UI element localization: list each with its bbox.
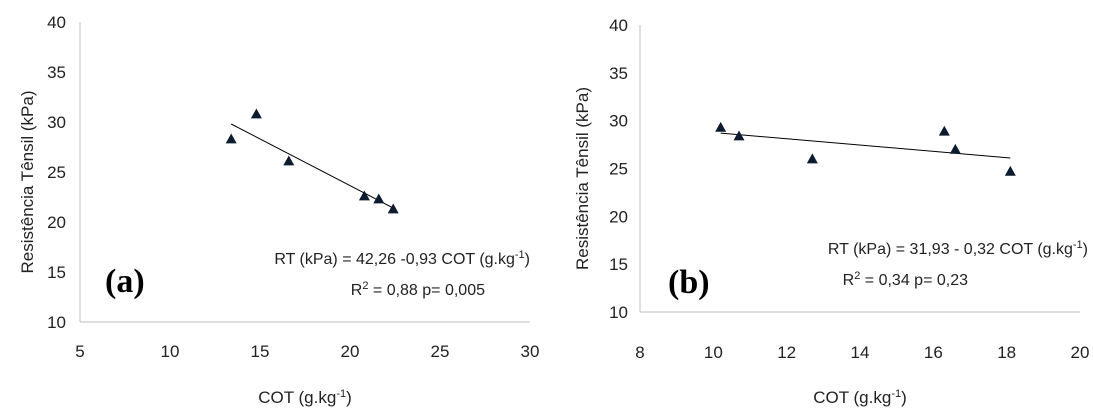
text-part: = 0,34 p= 0,23 [860,272,968,289]
text-part: ) [1083,241,1088,258]
data-point [949,143,961,154]
trend-line [720,132,1011,159]
x-tick-label: 20 [341,342,360,361]
y-axis-title: Resistência Tênsil (kPa) [573,87,592,270]
data-point [283,155,295,166]
text-part: R [843,272,855,289]
data-point [387,203,399,214]
y-tick-label: 20 [609,207,628,226]
y-tick-label: 40 [609,16,628,35]
text-part: R [351,282,363,299]
text-part: RT (kPa) = 42,26 -0,93 COT (g.kg [274,251,515,268]
y-axis-title: Resistência Tênsil (kPa) [18,91,37,274]
x-tick-label: 18 [997,343,1016,362]
y-tick-label: 30 [609,112,628,131]
x-tick-label: 10 [161,342,180,361]
superscript: -1 [891,388,901,400]
regression-stats: R2 = 0,34 p= 0,23 [843,270,968,289]
superscript: 2 [854,270,860,282]
y-tick-label: 10 [609,303,628,322]
regression-equation: RT (kPa) = 42,26 -0,93 COT (g.kg-1) [274,249,530,268]
y-tick-label: 40 [47,13,66,32]
x-tick-label: 25 [431,342,450,361]
y-tick-label: 15 [609,255,628,274]
x-tick-label: 12 [777,343,796,362]
y-tick-label: 20 [47,213,66,232]
data-point [806,153,818,164]
x-axis-title: COT (g.kg-1) [813,388,907,407]
data-point [250,108,262,119]
superscript: -1 [1073,239,1083,251]
y-tick-label: 35 [47,63,66,82]
superscript: -1 [336,388,346,400]
text-part: COT (g.kg [813,388,891,407]
data-point [733,130,745,141]
x-tick-label: 10 [704,343,723,362]
superscript: -1 [515,249,525,261]
y-tick-label: 10 [47,313,66,332]
panel-label: (b) [668,264,710,301]
text-part: COT (g.kg [258,388,336,407]
x-tick-label: 8 [635,343,644,362]
x-tick-label: 16 [924,343,943,362]
x-axis-title: COT (g.kg-1) [258,388,352,407]
data-point [225,133,237,144]
x-tick-label: 14 [851,343,870,362]
panel-label: (a) [105,263,145,300]
data-point [373,193,385,204]
text-part: ) [346,388,352,407]
data-point [938,125,950,136]
x-tick-label: 5 [75,342,84,361]
y-tick-label: 15 [47,263,66,282]
y-tick-label: 30 [47,113,66,132]
y-tick-label: 25 [47,163,66,182]
data-point [1004,165,1016,176]
x-tick-label: 30 [521,342,540,361]
y-tick-label: 25 [609,160,628,179]
x-tick-label: 15 [251,342,270,361]
x-tick-label: 20 [1071,343,1090,362]
superscript: 2 [362,280,368,292]
trend-line [230,123,394,209]
text-part: RT (kPa) = 31,93 - 0,32 COT (g.kg [828,241,1073,258]
regression-stats: R2 = 0,88 p= 0,005 [351,280,485,299]
y-tick-label: 35 [609,64,628,83]
text-part: ) [525,251,530,268]
data-point [358,190,370,201]
text-part: = 0,88 p= 0,005 [368,282,485,299]
text-part: ) [901,388,907,407]
regression-equation: RT (kPa) = 31,93 - 0,32 COT (g.kg-1) [828,239,1088,258]
data-point [715,121,727,132]
